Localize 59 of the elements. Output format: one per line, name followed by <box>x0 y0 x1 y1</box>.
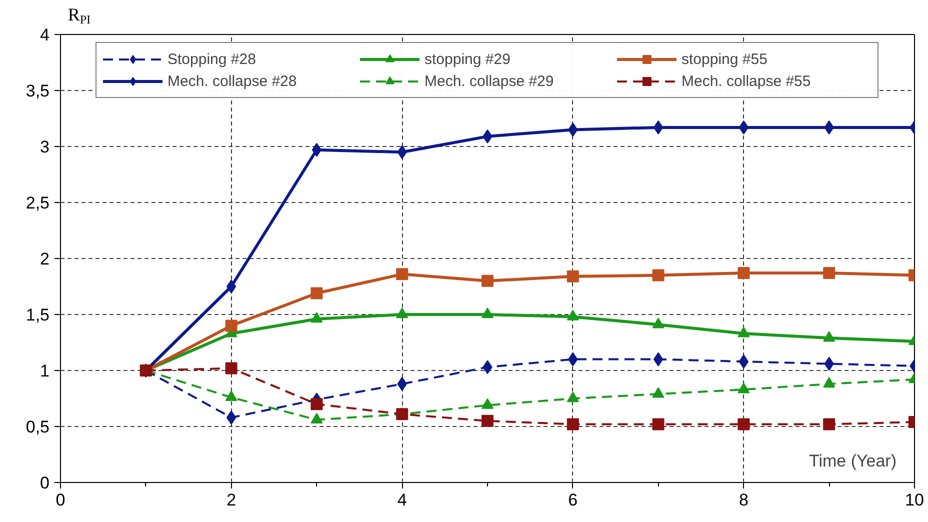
point <box>226 280 236 294</box>
x-tick-label: 6 <box>568 490 578 510</box>
point <box>566 418 579 430</box>
point <box>482 308 494 318</box>
y-tick-label: 3,5 <box>26 82 50 100</box>
y-tick-label: 3 <box>40 138 50 156</box>
y-tick-label: 0 <box>40 474 50 492</box>
x-axis-title: Time (Year) <box>808 452 897 470</box>
point <box>652 318 664 328</box>
legend-label: Mech. collapse #55 <box>682 72 812 90</box>
point <box>823 418 836 430</box>
point <box>225 362 238 374</box>
point <box>566 392 579 402</box>
point <box>653 352 664 366</box>
point <box>396 268 408 280</box>
point <box>738 354 749 369</box>
legend-label: Mech. collapse #29 <box>424 72 555 90</box>
y-tick-label: 1 <box>40 362 50 380</box>
x-tick-label: 0 <box>56 490 66 510</box>
x-tick-label: 4 <box>397 490 407 510</box>
point <box>310 398 323 410</box>
point <box>396 408 408 420</box>
point <box>482 274 494 287</box>
point <box>652 387 664 398</box>
point <box>823 331 836 342</box>
y-tick-label: 1,5 <box>26 306 50 324</box>
y-tick-label: 4 <box>40 26 50 44</box>
point <box>226 410 236 425</box>
point <box>312 142 322 157</box>
point <box>823 377 836 388</box>
point <box>652 269 664 282</box>
legend-label: Mech. collapse #28 <box>168 72 298 90</box>
point <box>823 267 836 280</box>
point <box>566 310 579 320</box>
point <box>396 308 408 318</box>
x-tick-label: 10 <box>905 490 924 510</box>
point <box>225 390 238 402</box>
x-tick-label: 2 <box>226 490 236 510</box>
point <box>566 270 579 282</box>
legend-label: stopping #55 <box>682 50 768 68</box>
point <box>738 267 750 280</box>
y-tick-label: 0,5 <box>26 418 50 436</box>
point <box>738 120 749 134</box>
point <box>310 287 323 300</box>
x-tick-label: 8 <box>738 490 748 510</box>
point <box>482 398 494 409</box>
point <box>738 418 750 430</box>
point <box>310 312 323 323</box>
point <box>225 320 238 332</box>
point <box>738 326 750 338</box>
point <box>738 382 750 394</box>
y-tick-label: 2,5 <box>26 194 50 212</box>
legend-label: stopping #29 <box>424 50 512 68</box>
point <box>652 418 664 430</box>
point <box>310 412 323 424</box>
point <box>653 120 664 134</box>
legend-label: Stopping #28 <box>168 50 257 68</box>
point <box>482 414 494 427</box>
y-tick-label: 2 <box>40 250 50 268</box>
